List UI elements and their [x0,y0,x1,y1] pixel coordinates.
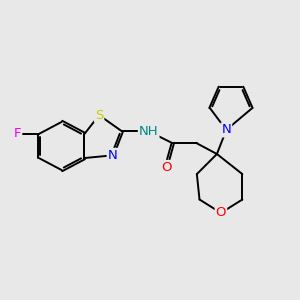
Text: N: N [108,149,117,162]
Text: N: N [221,123,231,136]
Text: O: O [216,206,226,219]
Text: NH: NH [139,125,158,138]
Text: F: F [14,128,21,140]
Text: S: S [95,109,103,122]
Text: O: O [161,161,171,174]
